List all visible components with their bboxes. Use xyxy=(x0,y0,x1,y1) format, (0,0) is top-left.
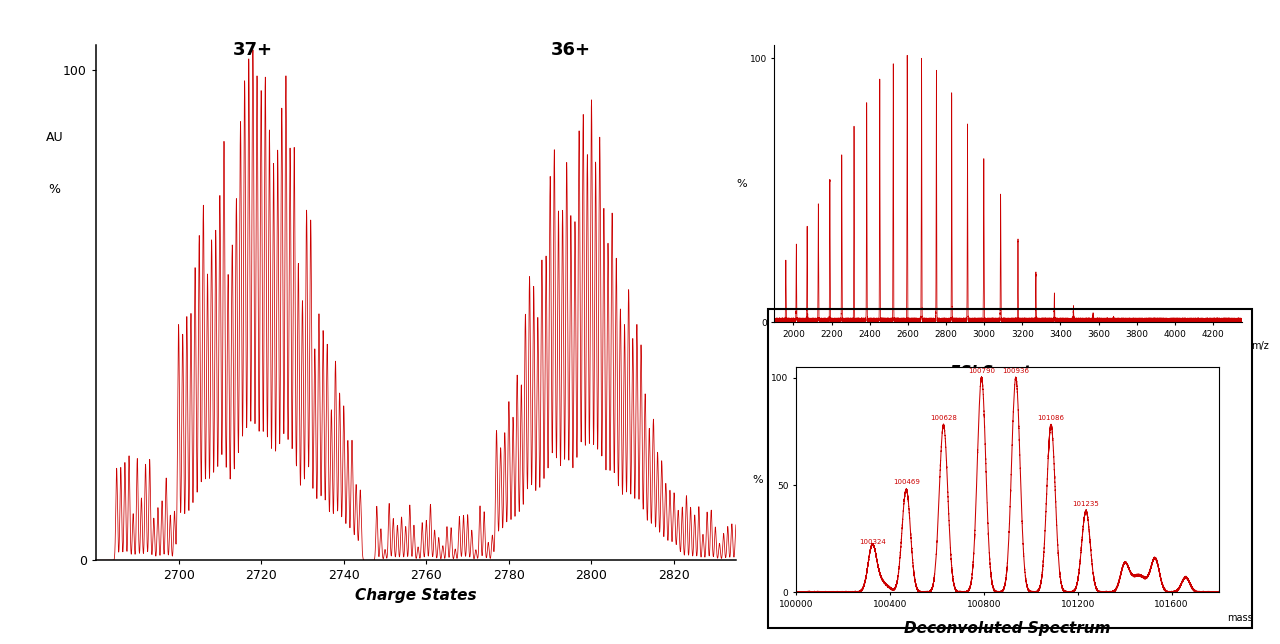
Text: 100790: 100790 xyxy=(968,368,995,374)
Text: 101086: 101086 xyxy=(1038,415,1065,421)
Text: ESI Spectrum: ESI Spectrum xyxy=(951,365,1065,381)
Text: 100469: 100469 xyxy=(892,479,919,485)
Text: m/z: m/z xyxy=(1251,341,1268,352)
Text: AU: AU xyxy=(46,131,63,144)
Text: %: % xyxy=(753,475,763,485)
Text: 101235: 101235 xyxy=(1073,500,1100,507)
Text: 100628: 100628 xyxy=(931,415,957,421)
Text: 36+: 36+ xyxy=(550,41,591,59)
Text: %: % xyxy=(736,178,748,189)
Text: 100936: 100936 xyxy=(1002,368,1029,374)
Text: 100324: 100324 xyxy=(859,539,886,545)
Text: 37+: 37+ xyxy=(233,41,273,59)
Text: %: % xyxy=(49,183,60,196)
Text: Deconvoluted Spectrum: Deconvoluted Spectrum xyxy=(904,621,1111,636)
X-axis label: Charge States: Charge States xyxy=(355,588,477,603)
Text: mass: mass xyxy=(1228,613,1253,623)
